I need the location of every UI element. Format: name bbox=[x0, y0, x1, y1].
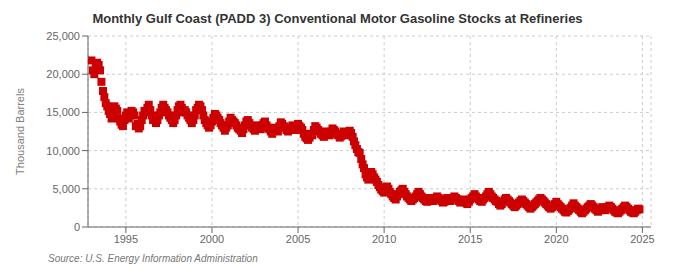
html-text:Source: U.S. Energy Informatio: Source: U.S. Energy Information Administ… bbox=[48, 253, 258, 264]
svg-text:2025: 2025 bbox=[630, 233, 654, 245]
svg-text:2020: 2020 bbox=[544, 233, 568, 245]
html-text:Monthly Gulf Coast (PADD 3) Co: Monthly Gulf Coast (PADD 3) Conventional… bbox=[92, 11, 583, 26]
svg-text:1995: 1995 bbox=[114, 233, 138, 245]
svg-text:10,000: 10,000 bbox=[46, 145, 80, 157]
svg-text:Thousand Barrels: Thousand Barrels bbox=[14, 88, 26, 175]
svg-text:0: 0 bbox=[74, 221, 80, 233]
svg-text:20,000: 20,000 bbox=[46, 68, 80, 80]
svg-text:2010: 2010 bbox=[372, 233, 396, 245]
svg-text:2005: 2005 bbox=[286, 233, 310, 245]
svg-text:25,000: 25,000 bbox=[46, 30, 80, 42]
svg-text:15,000: 15,000 bbox=[46, 106, 80, 118]
svg-text:2015: 2015 bbox=[458, 233, 482, 245]
svg-text:5,000: 5,000 bbox=[52, 183, 80, 195]
svg-text:2000: 2000 bbox=[200, 233, 224, 245]
